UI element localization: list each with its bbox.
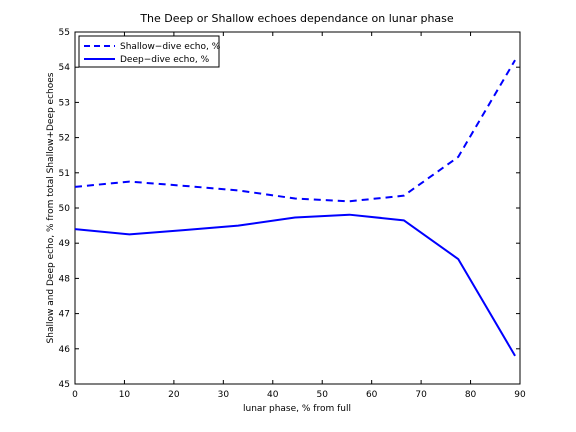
y-axis-label: Shallow and Deep echo, % from total Shal… [46,72,56,343]
legend: Shallow−dive echo, % Deep−dive echo, % [78,35,221,68]
y-tick-label: 49 [59,239,71,249]
chart-title: The Deep or Shallow echoes dependance on… [139,12,454,25]
y-tick-label: 46 [59,345,71,355]
x-tick-label: 50 [316,390,328,400]
y-tick-label: 50 [59,204,71,214]
y-tick-label: 47 [59,310,70,320]
series-layer [74,59,516,357]
x-tick-label: 60 [366,390,378,400]
y-tick-label: 54 [59,63,71,73]
plot-area [74,31,521,385]
legend-box [78,35,220,68]
x-axis-label: lunar phase, % from full [243,404,351,414]
series-line-deep [74,213,516,357]
x-tick-label: 80 [465,390,477,400]
y-tick-label: 52 [59,134,70,144]
x-tick-label: 30 [218,390,230,400]
legend-label-shallow: Shallow−dive echo, % [120,42,221,52]
x-tick-label: 40 [267,390,279,400]
y-tick-label: 48 [59,274,71,284]
x-tick-label: 90 [514,390,526,400]
y-tick-label: 45 [59,380,70,390]
y-axis: 45 46 47 48 49 50 51 52 53 54 55 [59,28,520,390]
x-axis: 0 10 20 30 40 50 60 70 80 90 [72,32,526,400]
series-line-shallow [74,59,516,203]
legend-label-deep: Deep−dive echo, % [120,55,210,65]
x-tick-label: 0 [72,390,78,400]
x-tick-label: 20 [168,390,180,400]
y-tick-label: 53 [59,98,70,108]
y-tick-label: 55 [59,28,70,38]
x-tick-label: 70 [415,390,427,400]
y-tick-label: 51 [59,169,70,179]
x-tick-label: 10 [119,390,131,400]
